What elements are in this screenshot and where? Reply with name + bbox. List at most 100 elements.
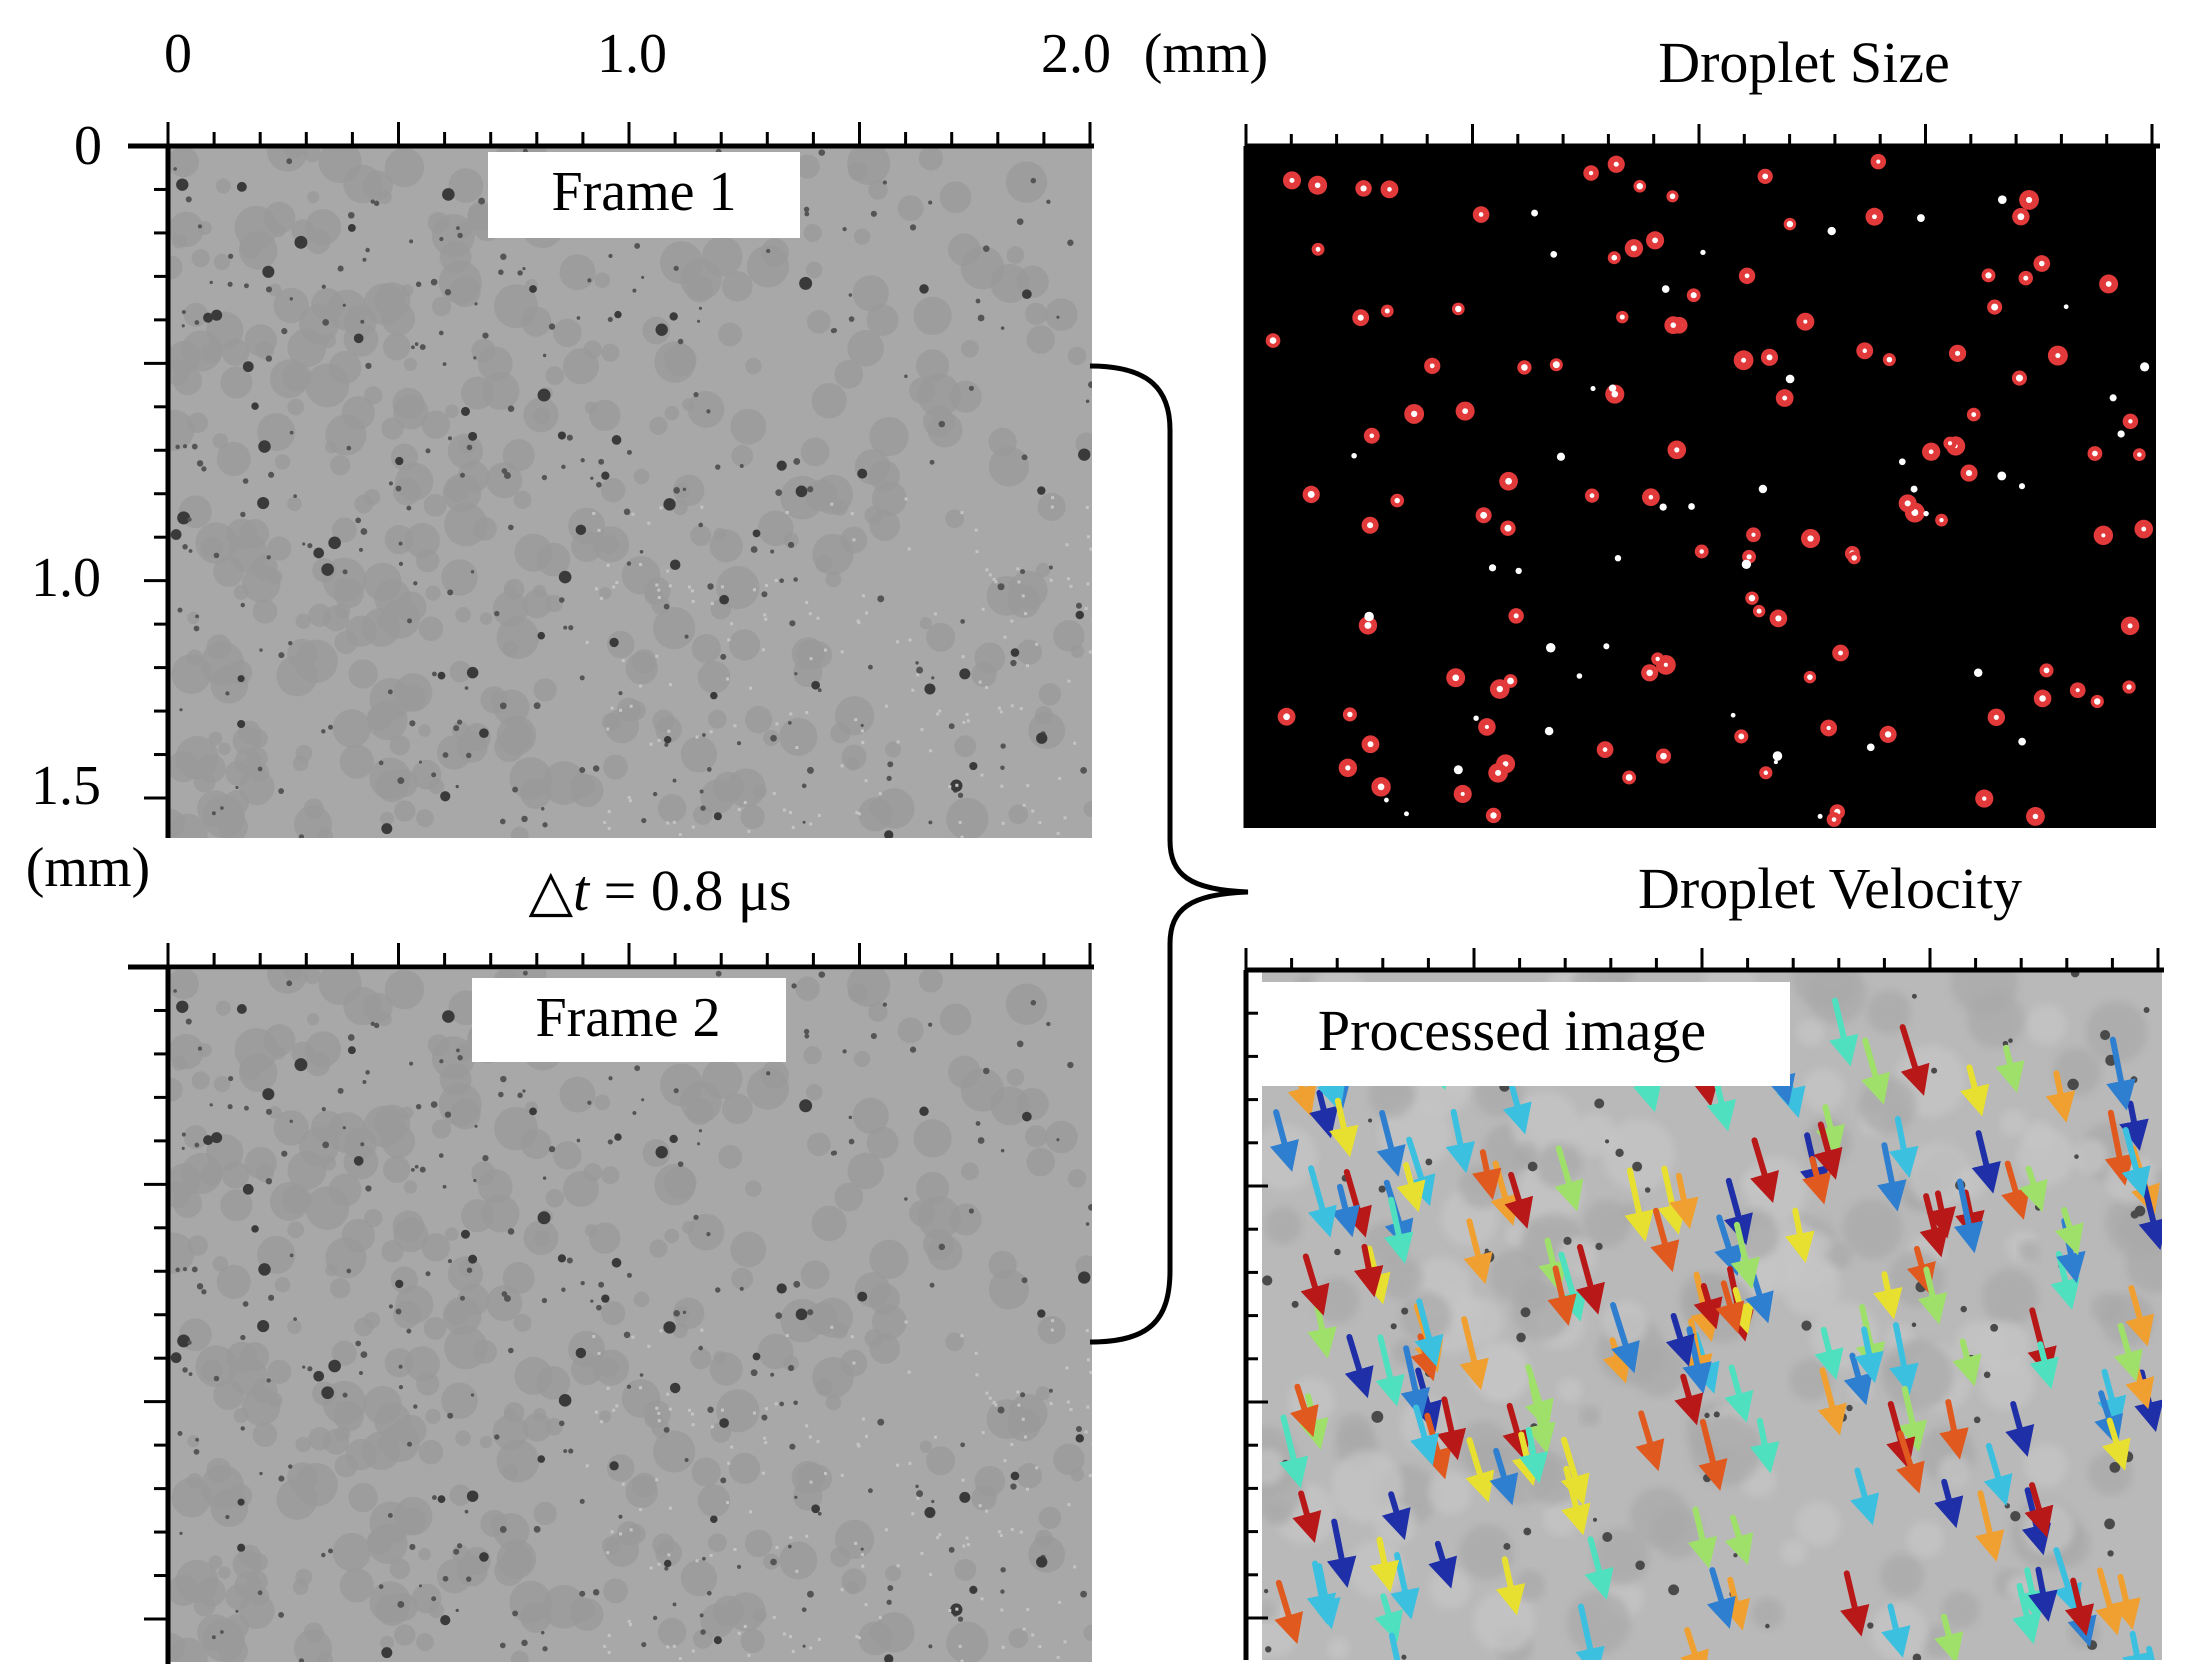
droplet	[342, 303, 346, 307]
droplet	[182, 544, 188, 550]
droplet	[360, 319, 365, 324]
droplet	[641, 1641, 647, 1648]
blur-blob	[1938, 1455, 1971, 1488]
droplet	[706, 1590, 712, 1596]
blob	[502, 1544, 534, 1576]
blob	[885, 1565, 902, 1582]
droplet-core	[2075, 688, 2080, 693]
droplet-core	[1744, 273, 1750, 279]
blob	[395, 1414, 427, 1446]
blob	[625, 652, 658, 685]
droplet-core	[1982, 796, 1987, 801]
blur-blob	[1867, 990, 1911, 1034]
droplet	[909, 1046, 917, 1053]
speckle	[639, 684, 643, 688]
dark-droplet	[2070, 972, 2080, 978]
droplet	[697, 319, 701, 323]
droplet	[381, 1647, 393, 1659]
blob	[825, 571, 842, 588]
droplet	[347, 224, 356, 232]
blob	[206, 1134, 244, 1172]
droplet	[802, 1644, 806, 1648]
frame-2-label-box	[472, 978, 786, 1062]
blob	[218, 1566, 231, 1579]
blob	[803, 223, 822, 243]
dark-droplet	[2143, 1006, 2150, 1013]
droplet	[540, 1630, 545, 1635]
droplet	[803, 1028, 810, 1035]
droplet	[498, 1091, 504, 1098]
droplet	[542, 822, 548, 828]
dark-droplet	[1527, 1161, 1538, 1172]
frame-1-label: Frame 1	[551, 161, 736, 223]
x-tick-label-1: 1.0	[597, 23, 667, 85]
blob	[187, 412, 208, 434]
blob	[423, 493, 447, 517]
droplet	[1046, 1021, 1051, 1027]
droplet	[464, 1509, 469, 1514]
blob	[919, 617, 933, 630]
blob	[1028, 712, 1066, 750]
velocity-vector	[1326, 1518, 1357, 1588]
droplet	[373, 200, 380, 207]
droplet	[418, 1584, 422, 1588]
blur-blob	[1882, 1339, 1954, 1411]
blob	[461, 1199, 495, 1233]
droplet	[455, 784, 459, 789]
blob	[654, 1163, 696, 1206]
speckle	[960, 1659, 964, 1662]
blob	[1016, 1462, 1042, 1489]
droplet-core	[1314, 182, 1321, 189]
velocity-vector	[1526, 1378, 1556, 1455]
droplet	[262, 265, 275, 278]
droplet	[322, 1141, 330, 1149]
droplet	[750, 546, 758, 553]
droplet	[1085, 399, 1090, 404]
droplet	[455, 1608, 459, 1613]
droplet	[209, 1103, 213, 1107]
speckle	[1063, 1640, 1067, 1644]
droplet	[542, 1176, 547, 1180]
dark-droplet	[1635, 1560, 1645, 1571]
droplet	[257, 497, 270, 510]
droplet-core	[1552, 361, 1560, 369]
velocity-vector	[1854, 1326, 1884, 1384]
blob	[377, 189, 392, 205]
droplet	[601, 471, 610, 480]
speckle	[672, 820, 676, 824]
droplet	[806, 766, 814, 774]
droplet-core	[1460, 791, 1465, 797]
droplet	[201, 1289, 207, 1295]
droplet	[460, 1229, 470, 1239]
droplet	[706, 409, 711, 414]
droplet-core	[1669, 193, 1676, 200]
blur-blob	[1326, 1637, 1350, 1660]
blob	[700, 779, 735, 814]
blob	[305, 363, 350, 408]
velocity-vector	[1829, 997, 1859, 1067]
speckle	[655, 654, 659, 658]
speckle	[628, 1623, 632, 1627]
blob	[455, 1430, 471, 1446]
droplet-core	[1862, 348, 1867, 354]
droplet	[533, 1525, 541, 1533]
blob	[381, 301, 416, 336]
velocity-vector	[1960, 1064, 1990, 1117]
droplet	[191, 443, 198, 450]
blob	[333, 1401, 364, 1432]
speckle	[808, 1435, 812, 1439]
droplet	[652, 791, 658, 797]
droplet	[425, 448, 431, 454]
droplet	[466, 444, 473, 451]
blob	[1026, 325, 1055, 354]
speckle	[720, 585, 724, 589]
droplet-core	[1955, 350, 1961, 356]
blob	[1016, 639, 1042, 665]
speckle	[782, 1632, 786, 1636]
droplet	[242, 1301, 249, 1307]
droplet	[576, 316, 581, 320]
velocity-vector	[1375, 1334, 1405, 1407]
blob	[428, 778, 445, 795]
undetected-droplet	[1473, 715, 1479, 721]
droplet	[307, 543, 313, 549]
